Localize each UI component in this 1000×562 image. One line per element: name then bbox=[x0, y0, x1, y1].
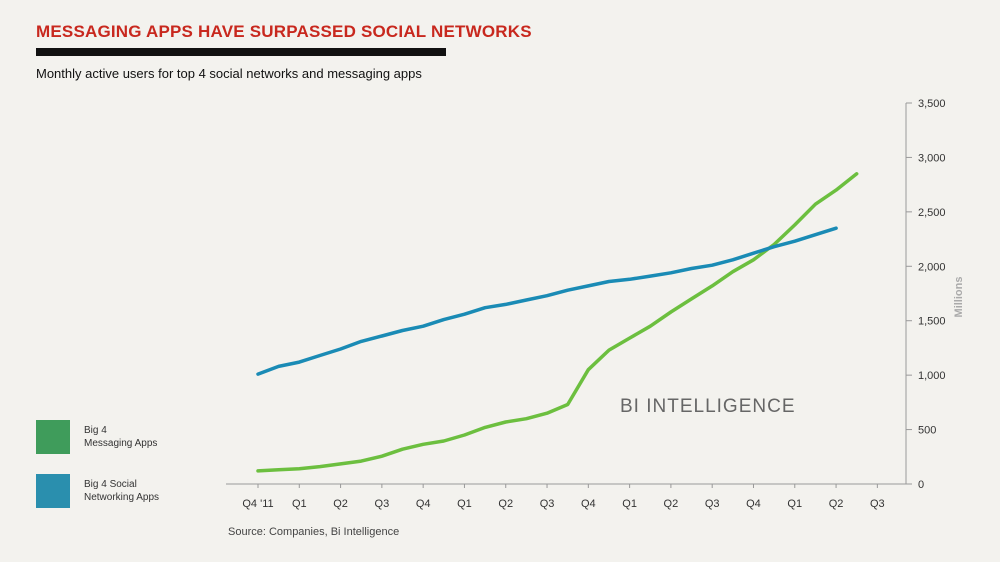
x-tick-label: Q3 bbox=[705, 498, 720, 510]
x-tick-label: Q3 bbox=[870, 498, 885, 510]
y-tick-label: 3,000 bbox=[918, 152, 946, 164]
legend-label-messaging-line2: Messaging Apps bbox=[84, 438, 158, 449]
y-tick-label: 500 bbox=[918, 425, 936, 437]
x-tick-label: Q3 bbox=[375, 498, 390, 510]
legend-label-social-line2: Networking Apps bbox=[84, 492, 160, 503]
legend-label-social: Big 4 Social Networking Apps bbox=[84, 478, 204, 504]
legend-label-messaging-line1: Big 4 bbox=[84, 425, 107, 436]
x-tick-label: Q2 bbox=[829, 498, 844, 510]
source-note: Source: Companies, Bi Intelligence bbox=[228, 526, 400, 538]
legend-label-messaging: Big 4 Messaging Apps bbox=[84, 424, 204, 450]
legend-swatch-messaging bbox=[36, 420, 70, 454]
x-tick-label: Q2 bbox=[333, 498, 348, 510]
x-tick-label: Q2 bbox=[664, 498, 679, 510]
y-tick-label: 2,500 bbox=[918, 207, 946, 219]
y-tick-label: 1,500 bbox=[918, 316, 946, 328]
y-axis-title: Millions bbox=[953, 277, 965, 318]
x-tick-label: Q4 '11 bbox=[242, 498, 273, 510]
x-tick-label: Q1 bbox=[292, 498, 307, 510]
legend-swatch-social bbox=[36, 474, 70, 508]
y-tick-label: 3,500 bbox=[918, 98, 946, 110]
x-tick-label: Q2 bbox=[498, 498, 513, 510]
chart-title: MESSAGING APPS HAVE SURPASSED SOCIAL NET… bbox=[36, 22, 532, 41]
watermark-text: BI INTELLIGENCE bbox=[620, 396, 796, 417]
series-line-social bbox=[256, 226, 838, 376]
series-line-messaging bbox=[256, 172, 859, 473]
x-tick-label: Q1 bbox=[787, 498, 802, 510]
chart-subtitle: Monthly active users for top 4 social ne… bbox=[36, 66, 422, 81]
legend-label-social-line1: Big 4 Social bbox=[84, 479, 137, 490]
y-tick-label: 2,000 bbox=[918, 261, 946, 273]
title-underline-bar bbox=[36, 48, 446, 56]
x-tick-label: Q4 bbox=[416, 498, 431, 510]
y-tick-label: 0 bbox=[918, 479, 924, 491]
y-tick-label: 1,000 bbox=[918, 370, 946, 382]
x-tick-label: Q3 bbox=[540, 498, 555, 510]
x-tick-label: Q1 bbox=[622, 498, 637, 510]
x-tick-label: Q1 bbox=[457, 498, 472, 510]
x-tick-label: Q4 bbox=[746, 498, 761, 510]
x-tick-label: Q4 bbox=[581, 498, 596, 510]
